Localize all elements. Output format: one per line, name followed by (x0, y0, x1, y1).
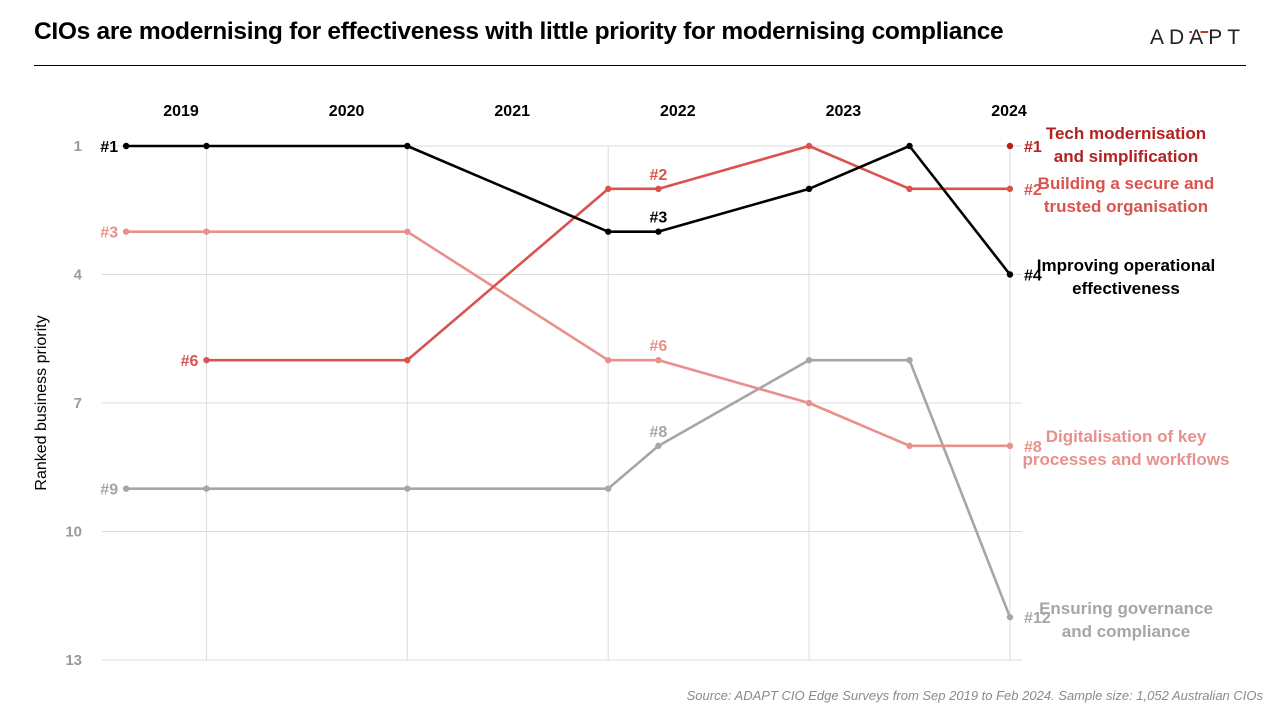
logo-part-2: A (1189, 26, 1209, 49)
series-line (126, 230, 1010, 448)
series-name-label: Building a secure and (1038, 174, 1215, 193)
data-point (605, 185, 612, 193)
series-name-label: Tech modernisation (1046, 124, 1206, 143)
data-label: #8 (1024, 439, 1042, 456)
series-name-label: effectiveness (1072, 279, 1180, 298)
year-label: 2024 (991, 103, 1027, 120)
data-point (1006, 271, 1014, 278)
data-point (655, 442, 662, 450)
data-point (655, 228, 662, 235)
data-label: #12 (1024, 610, 1051, 627)
data-label: #8 (650, 424, 668, 441)
y-tick-label: 1 (74, 138, 82, 155)
series-name-label: Improving operational (1037, 256, 1216, 275)
y-tick-label: 13 (65, 652, 82, 669)
data-point (404, 142, 411, 150)
title-divider (34, 65, 1246, 66)
data-label: #1 (1024, 139, 1042, 156)
series-line (126, 358, 1012, 618)
data-point (1006, 142, 1014, 150)
chart-title: CIOs are modernising for effectiveness w… (34, 18, 1004, 45)
year-label: 2020 (329, 103, 365, 120)
data-point (404, 228, 411, 235)
series-name-label: Digitalisation of key (1046, 427, 1207, 446)
data-point (122, 485, 130, 492)
data-point (203, 356, 210, 364)
data-label: #2 (650, 167, 668, 184)
data-point (805, 142, 813, 150)
data-point (203, 228, 210, 235)
y-tick-label: 10 (65, 524, 82, 541)
data-label: #4 (1024, 268, 1042, 285)
data-point (805, 356, 813, 364)
data-label: #9 (100, 482, 118, 499)
data-point (1006, 185, 1014, 193)
data-point (1006, 442, 1014, 450)
year-label: 2022 (660, 103, 696, 120)
chart-grid: 1 4 7 10 13 2019 2020 2021 2022 2023 2024 (65, 103, 1027, 669)
data-label: #1 (100, 139, 118, 156)
adapt-logo: ADAPT (1150, 26, 1245, 50)
data-point (122, 142, 130, 150)
series-name-label: trusted organisation (1044, 197, 1208, 216)
logo-part-1: AD (1150, 26, 1190, 49)
series-name-label: processes and workflows (1023, 450, 1230, 469)
data-point (605, 356, 612, 364)
data-label: #3 (650, 210, 668, 227)
year-label: 2021 (494, 103, 530, 120)
data-point (122, 228, 130, 235)
chart-series (122, 142, 1014, 621)
series-line (126, 144, 1011, 276)
data-label: #6 (181, 353, 199, 370)
data-point (655, 356, 662, 364)
data-label: #3 (100, 225, 118, 242)
y-tick-label: 4 (74, 267, 83, 284)
data-point (906, 185, 913, 193)
series-name-label: and compliance (1062, 622, 1190, 641)
data-point (805, 185, 813, 193)
series-name-label: and simplification (1054, 147, 1199, 166)
source-note: Source: ADAPT CIO Edge Surveys from Sep … (686, 688, 1263, 703)
data-point (203, 142, 210, 150)
y-tick-label: 7 (74, 395, 82, 412)
data-point (404, 485, 411, 492)
data-point (906, 356, 913, 364)
data-point (906, 142, 913, 150)
data-point (906, 442, 913, 450)
data-label: #6 (650, 338, 668, 355)
data-point (655, 185, 662, 193)
data-point (203, 485, 210, 492)
data-point (1006, 613, 1014, 621)
y-axis-label: Ranked business priority (33, 315, 50, 490)
data-point (605, 228, 612, 235)
data-label: #2 (1024, 182, 1042, 199)
data-point (605, 485, 612, 492)
logo-part-3: PT (1208, 26, 1246, 49)
series-name-label: Ensuring governance (1039, 599, 1213, 618)
year-label: 2019 (163, 103, 199, 120)
data-point (404, 356, 411, 364)
year-label: 2023 (826, 103, 862, 120)
data-point (805, 399, 813, 407)
